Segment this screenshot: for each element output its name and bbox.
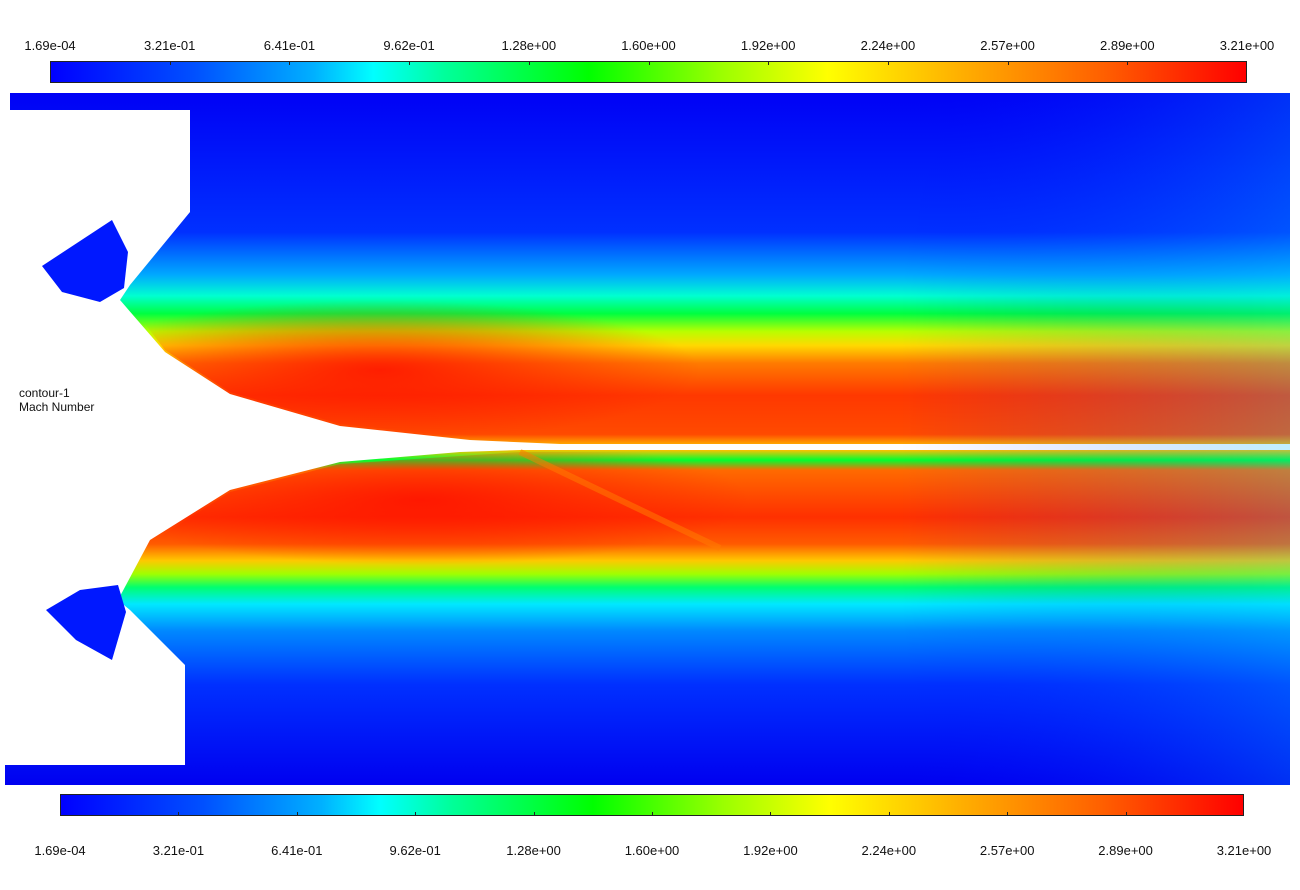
colorbar-legend-bottom: 1.69e-04 3.21e-01 6.41e-01 9.62e-01 1.28… (0, 788, 1300, 858)
tick-mark-top-8 (1007, 61, 1009, 65)
tick-label-top-3: 9.62e-01 (383, 38, 435, 53)
tick-label-bottom-3: 9.62e-01 (389, 843, 441, 858)
tick-label-bottom-7: 2.24e+00 (861, 843, 917, 858)
tick-mark-bottom-5 (652, 812, 653, 816)
tick-label-bottom-4: 1.28e+00 (506, 843, 561, 858)
tick-mark-bottom-8 (1007, 812, 1009, 816)
tick-mark-top-3 (409, 61, 411, 65)
tick-label-top-0: 1.69e-04 (24, 38, 76, 53)
tick-label-bottom-2: 6.41e-01 (271, 843, 323, 858)
tick-label-bottom-10: 3.21e+00 (1216, 843, 1272, 858)
colorbar-bottom (60, 794, 1244, 816)
tick-mark-bottom-7 (888, 812, 890, 816)
tick-label-top-10: 3.21e+00 (1219, 38, 1275, 53)
lower-nozzle-lip (46, 585, 126, 660)
tick-label-bottom-9: 2.89e+00 (1098, 843, 1153, 858)
tick-label-top-7: 2.24e+00 (860, 38, 916, 53)
tick-label-bottom-8: 2.57e+00 (979, 843, 1035, 858)
tick-label-bottom-5: 1.60e+00 (624, 843, 680, 858)
tick-mark-bottom-6 (770, 812, 772, 816)
contour-label: contour-1 Mach Number (19, 386, 94, 414)
tick-label-top-1: 3.21e-01 (144, 38, 196, 53)
tick-label-bottom-6: 1.92e+00 (743, 843, 798, 858)
tick-label-top-5: 1.60e+00 (621, 38, 676, 53)
colorbar-top (50, 61, 1247, 83)
tick-label-top-8: 2.57e+00 (980, 38, 1035, 53)
mach-contour-field (5, 93, 1290, 785)
tick-mark-top-9 (1127, 61, 1129, 65)
tick-label-bottom-1: 3.21e-01 (152, 843, 205, 858)
tick-mark-bottom-3 (415, 812, 417, 816)
colorbar-legend-top: 1.69e-04 3.21e-01 6.41e-01 9.62e-01 1.28… (0, 0, 1300, 83)
tick-mark-top-5 (648, 61, 650, 65)
tick-mark-top-6 (768, 61, 770, 65)
tick-label-top-2: 6.41e-01 (263, 38, 316, 53)
tick-label-bottom-0: 1.69e-04 (34, 843, 86, 858)
oblique-shock-line (518, 449, 722, 551)
tick-label-top-6: 1.92e+00 (740, 38, 796, 53)
tick-label-top-4: 1.28e+00 (501, 38, 557, 53)
tick-mark-bottom-4 (533, 812, 535, 816)
tick-mark-top-2 (289, 61, 291, 65)
tick-mark-top-1 (169, 61, 171, 65)
upper-nozzle-lip (42, 220, 128, 302)
contour-variable: Mach Number (19, 400, 95, 414)
tick-label-top-9: 2.89e+00 (1100, 38, 1155, 53)
contour-name: contour-1 (19, 386, 70, 400)
tick-mark-top-7 (887, 61, 889, 65)
tick-mark-bottom-1 (178, 812, 180, 816)
tick-mark-top-4 (528, 61, 530, 65)
tick-mark-bottom-2 (296, 812, 298, 816)
tick-mark-bottom-9 (1125, 812, 1127, 816)
